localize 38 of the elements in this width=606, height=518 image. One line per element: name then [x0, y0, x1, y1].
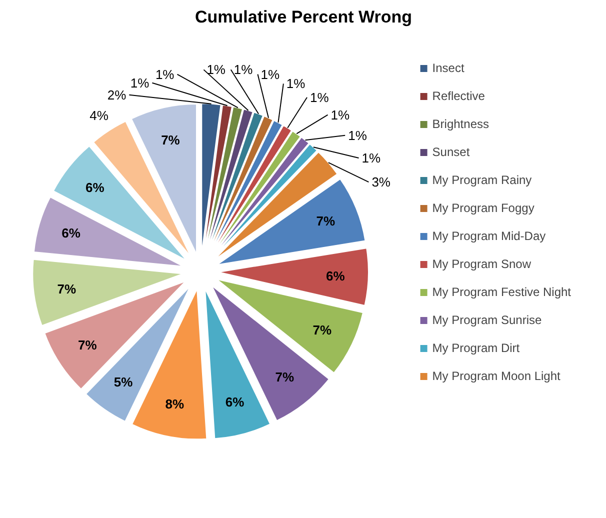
data-label: 1% [260, 66, 280, 82]
data-label: 1% [130, 75, 150, 90]
data-label: 7% [78, 338, 98, 353]
legend-label: My Program Sunrise [432, 313, 542, 327]
legend-label: My Program Mid-Day [432, 229, 546, 243]
data-label: 1% [362, 150, 381, 166]
legend-label: Reflective [432, 89, 485, 103]
data-label: 1% [206, 62, 226, 78]
data-label: 6% [326, 268, 346, 284]
data-label: 1% [155, 66, 175, 82]
data-label: 1% [348, 128, 368, 143]
data-label: 3% [372, 174, 391, 190]
legend-label: My Program Rainy [432, 173, 532, 187]
legend-label: Sunset [432, 145, 470, 159]
legend-label: My Program Dirt [432, 341, 520, 355]
data-label: 7% [316, 213, 336, 228]
data-label: 7% [275, 370, 295, 385]
legend-label: Insect [432, 61, 464, 75]
chart-title: Cumulative Percent Wrong [195, 8, 412, 26]
legend-label: My Program Snow [432, 257, 531, 271]
legend-label: My Program Foggy [432, 201, 534, 215]
data-label: 7% [57, 281, 76, 296]
data-label: 1% [330, 107, 350, 122]
data-label: 2% [107, 87, 127, 102]
data-label: 6% [225, 394, 245, 410]
data-label: 5% [114, 374, 134, 390]
data-label: 1% [310, 90, 330, 105]
data-label: 1% [286, 76, 306, 92]
legend-label: My Program Festive Night [432, 285, 571, 299]
data-label: 7% [161, 132, 180, 148]
legend-label: Brightness [432, 117, 489, 131]
data-label: 1% [234, 62, 254, 78]
data-label: 4% [90, 108, 109, 124]
data-label: 6% [86, 180, 105, 195]
data-label: 6% [62, 226, 81, 241]
data-label: 8% [165, 396, 185, 412]
legend-label: My Program Moon Light [432, 369, 560, 383]
data-label: 7% [312, 322, 332, 338]
